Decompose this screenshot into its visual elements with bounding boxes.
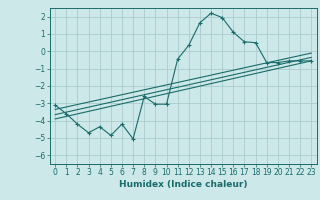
- X-axis label: Humidex (Indice chaleur): Humidex (Indice chaleur): [119, 180, 247, 189]
